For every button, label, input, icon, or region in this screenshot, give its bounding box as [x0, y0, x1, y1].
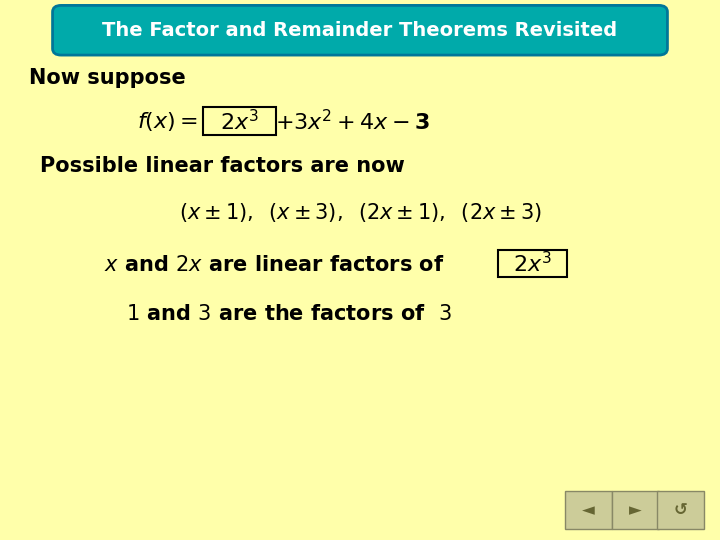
Text: ◄: ◄: [582, 501, 595, 519]
Text: ►: ►: [629, 501, 642, 519]
Text: $(x \pm 1),\;\;(x \pm 3),\;\;(2x \pm 1),\;\;(2x \pm 3)$: $(x \pm 1),\;\;(x \pm 3),\;\;(2x \pm 1),…: [179, 201, 541, 224]
Text: $2x^3$: $2x^3$: [220, 109, 259, 134]
Text: $2x^3$: $2x^3$: [513, 251, 552, 276]
Text: $x$ and $2x$ are linear factors of: $x$ and $2x$ are linear factors of: [104, 254, 445, 275]
FancyBboxPatch shape: [203, 107, 276, 135]
FancyBboxPatch shape: [612, 491, 659, 529]
Text: Possible linear factors are now: Possible linear factors are now: [40, 156, 405, 176]
Text: Now suppose: Now suppose: [29, 68, 186, 88]
Text: The Factor and Remainder Theorems Revisited: The Factor and Remainder Theorems Revisi…: [102, 21, 618, 40]
FancyBboxPatch shape: [53, 5, 667, 55]
Text: $1$ and $3$ are the factors of  $3$: $1$ and $3$ are the factors of $3$: [126, 304, 451, 325]
FancyBboxPatch shape: [498, 250, 567, 277]
Text: ↺: ↺: [674, 501, 688, 519]
Text: $f(x) = $: $f(x) = $: [137, 110, 198, 133]
FancyBboxPatch shape: [565, 491, 612, 529]
Text: $+ 3x^2 + 4x - \mathbf{3}$: $+ 3x^2 + 4x - \mathbf{3}$: [275, 109, 430, 134]
FancyBboxPatch shape: [657, 491, 704, 529]
